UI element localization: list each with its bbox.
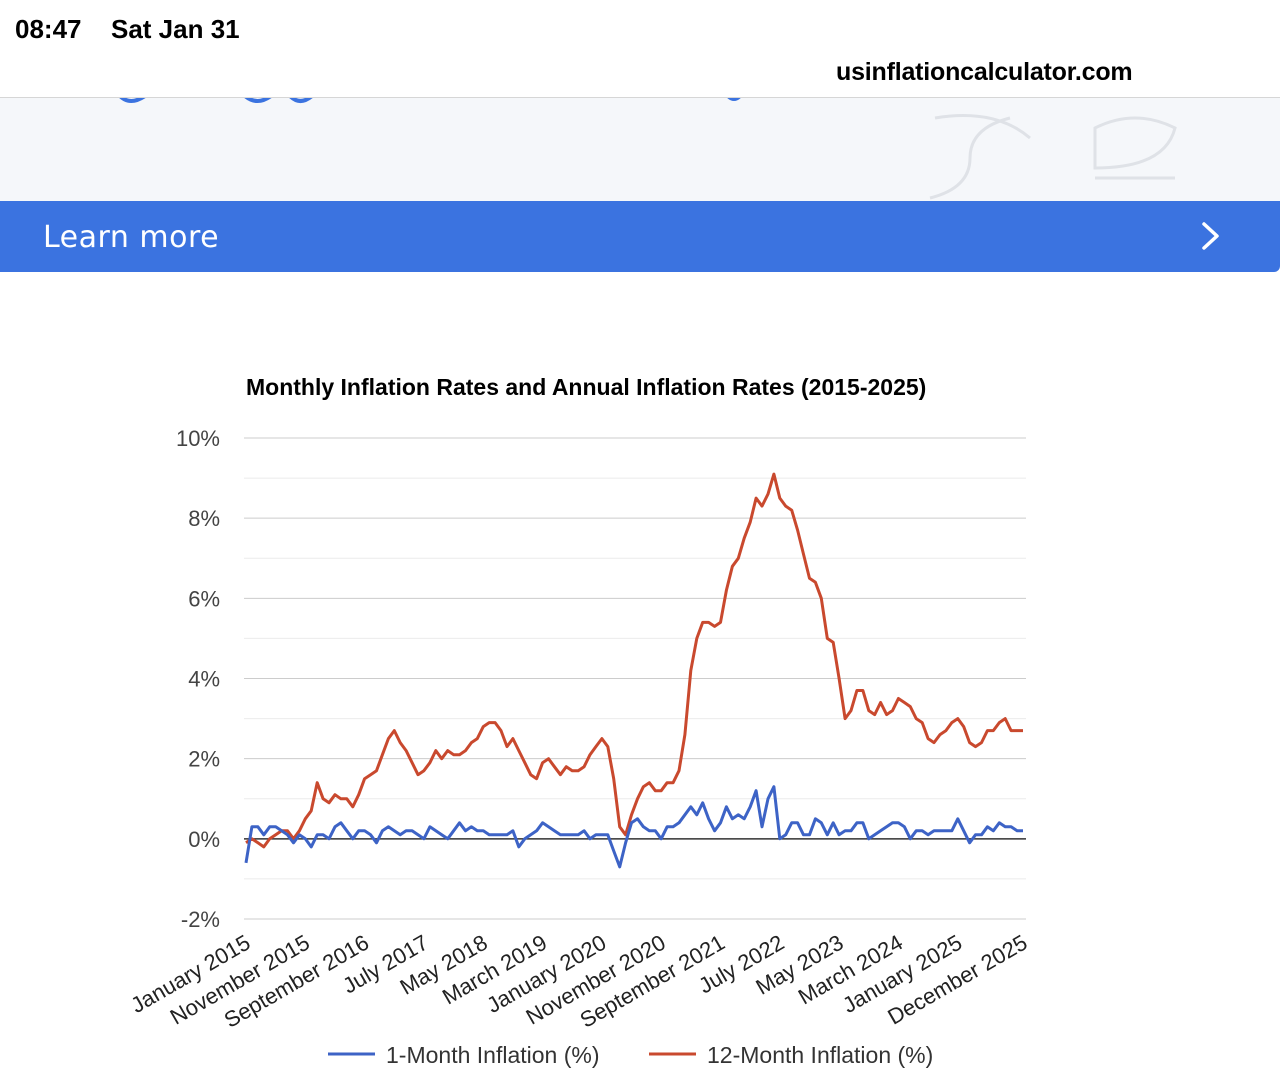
y-tick-label: 10% <box>176 426 220 451</box>
y-axis-labels: 10% 8% 6% 4% 2% 0% -2% <box>176 426 220 932</box>
status-time: 08:47 <box>15 14 82 44</box>
status-bar: 08:47 Sat Jan 31 <box>0 0 1280 60</box>
chart-svg: Monthly Inflation Rates and Annual Infla… <box>127 374 1032 1068</box>
legend-label: 12-Month Inflation (%) <box>707 1042 933 1068</box>
inflation-chart: Monthly Inflation Rates and Annual Infla… <box>0 360 1280 1075</box>
chevron-right-icon[interactable] <box>1195 221 1225 251</box>
status-date: Sat Jan 31 <box>111 14 240 44</box>
y-tick-label: 4% <box>188 667 220 692</box>
url-text[interactable]: usinflationcalculator.com <box>836 58 1133 86</box>
gridlines <box>244 437 1026 920</box>
series-lines <box>244 472 1023 869</box>
chart-title: Monthly Inflation Rates and Annual Infla… <box>246 374 926 400</box>
series-line <box>245 472 1023 849</box>
legend-label: 1-Month Inflation (%) <box>386 1042 599 1068</box>
address-bar[interactable]: usinflationcalculator.com <box>0 54 1280 98</box>
legend: 1-Month Inflation (%) 12-Month Inflation … <box>328 1042 933 1068</box>
learn-more-label[interactable]: Learn more <box>43 220 220 255</box>
y-tick-label: -2% <box>181 907 220 932</box>
learn-more-banner[interactable]: Learn more <box>0 201 1280 272</box>
ad-area <box>0 98 1280 201</box>
y-tick-label: 8% <box>188 506 220 531</box>
y-tick-label: 2% <box>188 747 220 772</box>
y-tick-label: 0% <box>188 827 220 852</box>
ad-decoration <box>119 98 1177 200</box>
y-tick-label: 6% <box>188 586 220 611</box>
series-line <box>244 785 1023 869</box>
